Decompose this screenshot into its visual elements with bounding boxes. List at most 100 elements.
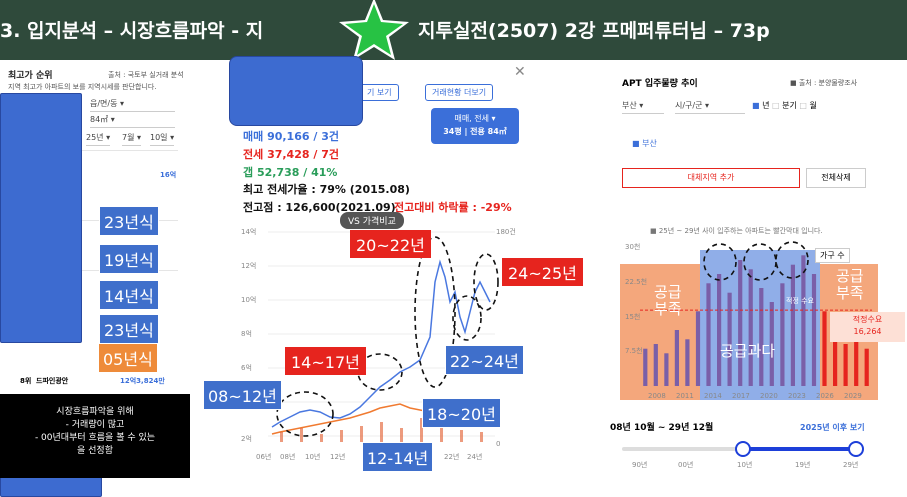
star-icon (339, 0, 409, 60)
slider-tick: 19년 (795, 461, 811, 469)
period-tag-2022: 20~22년 (350, 230, 431, 258)
y-tick: 8억 (241, 330, 252, 338)
partial-button[interactable]: 기 보기 (360, 84, 399, 101)
series-label: 가구 수 (815, 248, 850, 263)
vs-compare-button[interactable]: VS 가격비교 (340, 212, 404, 229)
supply-y-tick: 30천 (625, 243, 641, 251)
supply-bar (790, 264, 795, 386)
y2-tick: 180건 (496, 228, 516, 236)
slide-title: 3. 입지분석 – 시장흐름파악 - 지 (0, 20, 264, 42)
period-toggle[interactable]: ■ 년 □ 분기 □ 월 (752, 101, 817, 110)
filter-dong[interactable]: 읍/면/동 ▾ (90, 98, 175, 112)
supply-bar (685, 339, 690, 386)
shortage-left-label: 공급 부족 (654, 283, 682, 318)
ranking-title: 최고가 순위 (8, 71, 53, 81)
supply-title: APT 입주물량 추이 (622, 79, 698, 89)
supply-x-tick: 2029 (844, 392, 862, 400)
header-banner (0, 0, 907, 60)
slider-handle-end[interactable] (848, 441, 864, 457)
add-region-button[interactable]: 대체지역 추가 (622, 168, 800, 188)
price-chart (268, 231, 499, 442)
year-tag-4: 23년식 (99, 314, 159, 344)
y-tick: 14억 (241, 228, 257, 236)
y2-tick: 0 (496, 440, 501, 448)
supply-x-tick: 2011 (676, 392, 694, 400)
filter-day[interactable]: 10일 ▾ (150, 132, 175, 146)
slider-tick: 29년 (843, 461, 859, 469)
redaction-block-mid (229, 56, 363, 126)
supply-x-tick: 2026 (816, 392, 834, 400)
supply-bar (738, 260, 743, 386)
region-select[interactable]: 부산 ▾ (622, 100, 664, 114)
gap-value: 갭 52,738 / 41% (243, 166, 338, 179)
filter-month[interactable]: 7월 ▾ (122, 132, 142, 146)
supply-bar (653, 344, 658, 386)
supply-bar (759, 288, 764, 386)
period-tag-1214: 12-14년 (362, 442, 434, 472)
supply-bar (811, 274, 817, 386)
period-tag-0812: 08~12년 (203, 380, 282, 410)
max-ratio: 최고 전세가율 : 79% (2015.08) (243, 183, 410, 196)
year-tag-2: 19년식 (99, 244, 159, 274)
type-selector[interactable]: 매매, 전세 ▾ 34평 | 전용 84㎡ (431, 108, 519, 144)
range-slider-fill (742, 447, 862, 451)
supply-bar (833, 330, 838, 386)
range-label: 08년 10월 ~ 29년 12월 (610, 423, 714, 433)
sale-price: 매매 90,166 / 3건 (243, 130, 339, 143)
supply-bar (864, 348, 869, 386)
supply-source: ■ 출처 : 분양물량조사 (790, 79, 858, 87)
filter-size[interactable]: 84㎡ ▾ (90, 114, 175, 128)
after-2025-link[interactable]: 2025년 이후 보기 (800, 423, 865, 432)
highlight-ellipse (743, 243, 777, 281)
proper-demand-box: 적정수요 16,264 (830, 312, 905, 342)
period-tag-2224: 22~24년 (445, 345, 524, 375)
supply-bar (748, 269, 753, 386)
supply-bar (643, 348, 648, 386)
ranking-subtitle: 지역 최고가 아파트의 보를 지역시세를 판단합니다. (8, 83, 157, 91)
period-tag-1417: 14~17년 (285, 347, 366, 375)
x-tick: 24년 (467, 453, 483, 461)
y-tick: 12억 (241, 262, 257, 270)
slider-handle-start[interactable] (735, 441, 751, 457)
supply-x-tick: 2023 (788, 392, 806, 400)
highlight-ellipse (775, 241, 809, 279)
year-tag-1: 23년식 (99, 206, 159, 236)
close-icon[interactable]: ✕ (514, 64, 526, 80)
supply-y-tick: 22.5천 (625, 278, 648, 286)
note-box: 시장흐름파악을 위해 - 거래량이 많고 - 00년대부터 흐름을 볼 수 있는… (0, 394, 190, 478)
redaction-block (0, 93, 82, 343)
sale-line (271, 259, 491, 428)
row-name: 드파인광안 (36, 377, 69, 385)
highlight-ellipse (703, 243, 737, 281)
supply-bar (664, 353, 669, 386)
filter-year[interactable]: 25년 ▾ (86, 132, 111, 146)
volume-bars (280, 418, 483, 442)
more-transactions-button[interactable]: 거래현황 더보기 (425, 84, 494, 101)
row-price-2: 12억3,824만 (120, 377, 165, 385)
supply-bar (674, 330, 679, 386)
delete-all-button[interactable]: 전체삭제 (806, 168, 866, 188)
supply-bar (769, 302, 774, 386)
supply-bar (822, 311, 827, 386)
supply-x-tick: 2008 (648, 392, 666, 400)
x-tick: 06년 (256, 453, 272, 461)
slider-tick: 00년 (678, 461, 694, 469)
series-legend: ■ 부산 (632, 139, 657, 148)
supply-bar (727, 292, 732, 386)
proper-demand-small: 적정 수요 (786, 297, 814, 305)
supply-x-tick: 2014 (704, 392, 722, 400)
supply-y-tick: 15천 (625, 313, 641, 321)
slider-tick: 10년 (737, 461, 753, 469)
ranking-source: 출처 : 국토부 실거래 분석 (108, 71, 184, 79)
supply-x-tick: 2017 (732, 392, 750, 400)
district-select[interactable]: 시/구/군 ▾ (675, 100, 745, 114)
lecture-title: 지투실전(2507) 2강 프메퍼튜터님 – 73p (418, 20, 770, 42)
y-tick: 10억 (241, 296, 257, 304)
row-rank: 8위 (20, 377, 32, 385)
supply-chart (620, 241, 878, 400)
shortage-right-label: 공급 부족 (836, 267, 864, 302)
supply-bar (854, 320, 859, 386)
supply-bar (780, 283, 785, 386)
supply-bar (843, 344, 848, 386)
supply-x-tick: 2020 (760, 392, 778, 400)
